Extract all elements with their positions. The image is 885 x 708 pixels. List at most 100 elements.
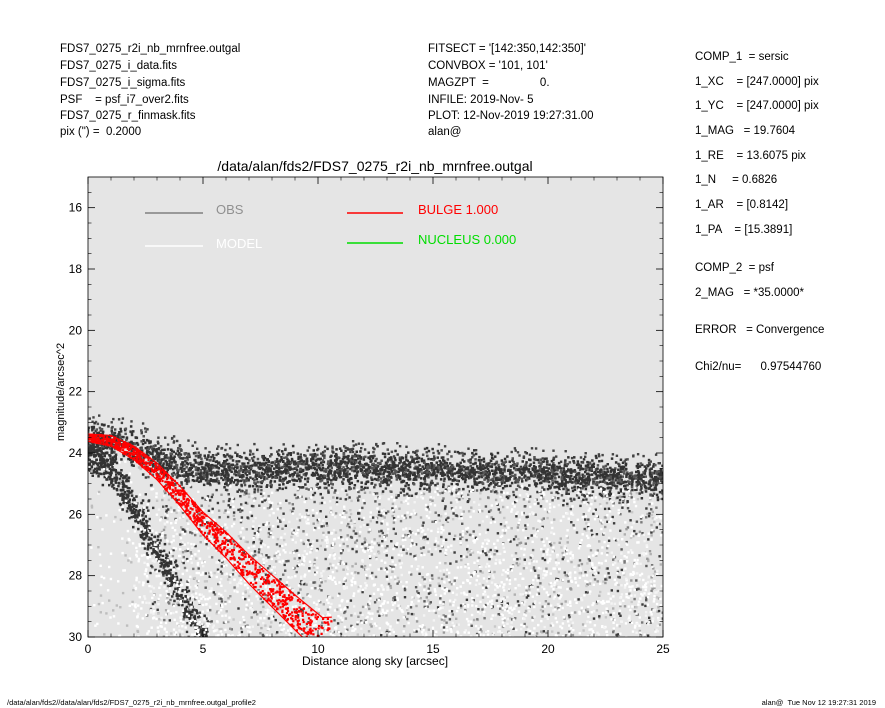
obs-point (563, 464, 566, 467)
obs-point (468, 498, 471, 501)
obs-point (582, 629, 585, 632)
obs-point (570, 560, 573, 564)
obs-point (634, 477, 638, 480)
obs-point (225, 458, 229, 462)
obs-point (545, 473, 548, 477)
obs-point (248, 470, 251, 473)
obs-point (579, 464, 582, 467)
obs-point (120, 458, 123, 461)
obs-point (423, 487, 426, 490)
obs-point (418, 572, 421, 575)
obs-point (380, 522, 383, 525)
header-mid-line: INFILE: 2019-Nov- 5 (428, 94, 534, 106)
obs-point (419, 516, 423, 519)
obs-point (587, 518, 590, 521)
obs-point (427, 449, 431, 453)
obs-point (551, 479, 554, 482)
obs-point (509, 484, 512, 488)
obs-point (286, 460, 289, 464)
obs-point (194, 544, 197, 548)
obs-point (192, 567, 195, 571)
obs-point (390, 460, 393, 463)
obs-point (612, 476, 615, 479)
obs-point (560, 602, 563, 606)
obs-point (253, 488, 256, 491)
obs-point (415, 604, 418, 608)
obs-point (513, 475, 516, 478)
obs-point (285, 499, 288, 502)
obs-point (96, 422, 100, 426)
obs-point (316, 453, 319, 457)
obs-point (407, 477, 410, 480)
obs-point (584, 467, 588, 470)
obs-point (635, 606, 638, 609)
obs-point (584, 518, 587, 521)
obs-point (151, 465, 155, 468)
obs-point (253, 578, 257, 581)
obs-point (112, 417, 115, 421)
obs-point (516, 543, 519, 547)
obs-point (343, 469, 346, 472)
obs-point (567, 475, 570, 478)
obs-point (259, 492, 263, 495)
obs-point (637, 587, 640, 590)
obs-point (653, 470, 657, 473)
obs-point (390, 490, 393, 493)
obs-point (451, 467, 454, 470)
obs-point (338, 592, 341, 596)
obs-point (502, 479, 505, 483)
obs-point (387, 452, 390, 455)
obs-point (584, 591, 588, 594)
obs-point (395, 493, 398, 497)
obs-point (588, 468, 591, 472)
obs-point (572, 460, 575, 463)
obs-point (165, 505, 168, 508)
obs-point (616, 496, 619, 499)
obs-point (306, 480, 309, 483)
obs-point (218, 516, 221, 519)
obs-point (484, 505, 488, 508)
obs-point (582, 485, 586, 488)
obs-point (271, 471, 275, 474)
obs-point (179, 448, 182, 451)
obs-point (357, 457, 360, 460)
obs-point (567, 614, 571, 617)
obs-point (260, 553, 263, 556)
obs-point (563, 617, 566, 620)
obs-point (453, 477, 456, 480)
obs-point (621, 506, 624, 509)
obs-point (557, 466, 560, 470)
obs-point (345, 511, 348, 514)
obs-point (556, 472, 559, 476)
obs-point (436, 490, 439, 493)
obs-point (224, 473, 227, 477)
obs-point (490, 490, 493, 493)
obs-point (149, 469, 152, 473)
obs-point (461, 458, 464, 462)
obs-point (285, 468, 289, 472)
obs-point (553, 476, 556, 480)
obs-point (379, 470, 382, 473)
obs-point (119, 436, 122, 439)
obs-point (637, 475, 640, 479)
obs-point (347, 454, 350, 458)
obs-point (320, 479, 324, 482)
obs-point (371, 456, 375, 460)
obs-point (439, 515, 443, 518)
obs-point (612, 629, 615, 632)
obs-point (287, 452, 291, 455)
obs-point (327, 531, 330, 534)
obs-point (419, 481, 423, 485)
obs-point (607, 507, 611, 510)
obs-point (390, 467, 393, 471)
obs-point (463, 460, 466, 463)
obs-point (603, 475, 606, 479)
obs-point (658, 490, 662, 494)
obs-point (179, 543, 182, 546)
obs-point (152, 506, 155, 510)
obs-point (145, 438, 149, 442)
obs-point (238, 488, 241, 492)
obs-point (263, 456, 267, 460)
obs-point (197, 513, 200, 516)
obs-point (370, 482, 373, 485)
